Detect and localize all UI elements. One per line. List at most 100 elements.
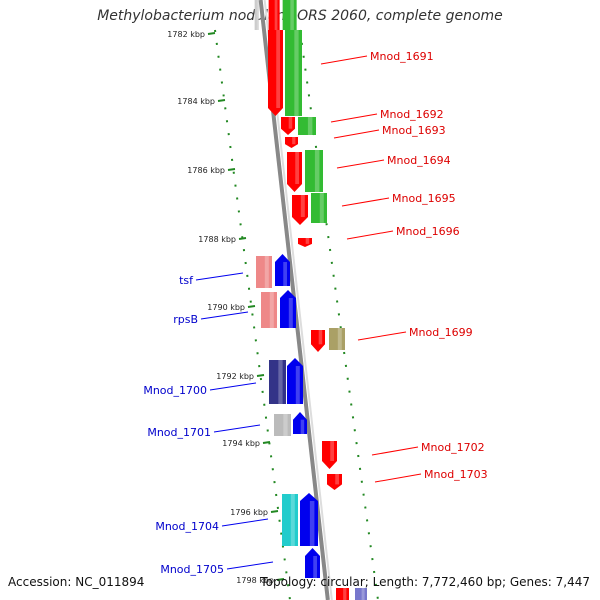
gene-label: Mnod_1693 [382,124,446,137]
gene-red-shade [274,0,278,30]
gene-label: tsf [179,274,194,287]
gene-red-shade [295,152,299,184]
gene-red [327,474,342,490]
gene-label: Mnod_1691 [370,50,434,63]
kbp-label: 1782 kbp [167,30,205,39]
kbp-label: 1796 kbp [230,508,268,517]
gene-label: Mnod_1692 [380,108,444,121]
gene-red [268,0,280,30]
gene-red-shade [305,238,310,244]
kbp-tick [276,578,285,581]
gene-pink [261,292,277,328]
gene-green-shade [294,30,299,116]
gene-red [298,238,312,247]
topology-label: Topology: circular; Length: 7,772,460 bp… [260,575,590,589]
gene-gray-shade [256,0,258,30]
gene-blue [287,358,303,404]
gene-cyan-shade [290,494,295,546]
gene-label: Mnod_1699 [409,326,473,339]
gene-blue [355,588,367,600]
gene-label-leader [213,424,261,433]
gene-red-shade [292,137,296,145]
gene-red [285,137,298,148]
gene-label-leader [336,159,385,169]
gene-red [268,30,283,116]
gene-blue-shade [283,262,287,286]
gene-label: Mnod_1702 [421,441,485,454]
gene-label-leader [320,55,368,65]
kbp-tick [207,32,216,35]
gene-label: Mnod_1700 [143,384,207,397]
gene-label: rpsB [173,313,198,326]
kbp-label: 1792 kbp [216,372,254,381]
gene-red [336,588,349,600]
gene-label-leader [371,446,419,456]
gene-green [311,193,327,223]
kbp-tick [227,168,236,171]
annotation-ruler-dots [299,29,379,600]
gene-green [285,30,302,116]
gene-olive-shade [337,328,342,350]
gene-red-shade [343,588,347,600]
gene-blue [305,548,320,578]
gene-navy-shade [278,360,283,404]
gene-red [322,441,337,469]
accession-label: Accession: NC_011894 [8,575,145,589]
gene-label: Mnod_1696 [396,225,460,238]
kbp-label: 1784 kbp [177,97,215,106]
kbp-label: 1788 kbp [198,235,236,244]
gene-pink-shade [264,256,269,288]
gene-green-shade [319,193,324,223]
gene-label-leader [226,561,274,570]
gene-green-shade [290,0,294,30]
gene-navy [269,360,286,404]
gene-label-leader [341,197,390,207]
gene-green-shade [314,150,320,192]
gene-red-shade [335,474,339,485]
kbp-tick [217,99,226,102]
gene-gray [254,0,259,30]
gene-label: Mnod_1694 [387,154,451,167]
gene-label-leader [221,518,269,527]
map-title: Methylobacterium nodulans ORS 2060, comp… [97,8,503,24]
gene-red-shade [276,30,280,108]
kbp-tick [247,305,256,308]
gene-label: Mnod_1703 [424,468,488,481]
gene-gray [274,414,291,436]
scale-ruler-dots [214,29,291,600]
gene-blue-shade [288,298,293,328]
gene-blue-shade [361,588,365,600]
kbp-label: 1794 kbp [222,439,260,448]
gene-red-shade [300,195,305,217]
gene-blue-shade [300,419,305,434]
gene-blue [280,290,296,328]
gene-red [287,152,302,192]
gene-red [311,330,325,352]
gene-green [282,0,297,30]
gene-label-leader [195,272,244,281]
gene-blue [293,412,307,434]
gene-pink [256,256,272,288]
kbp-tick [256,374,265,377]
gene-label: Mnod_1695 [392,192,456,205]
gene-label-leader [346,230,394,240]
gene-red-shade [318,330,323,345]
gene-label: Mnod_1705 [160,563,224,576]
kbp-label: 1786 kbp [187,166,225,175]
gene-label: Mnod_1701 [147,426,211,439]
gene-label-leader [200,311,249,320]
kbp-tick [270,510,279,513]
kbp-tick [262,441,271,444]
gene-pink-shade [269,292,274,328]
gene-label-leader [209,382,257,391]
gene-label-leader [330,113,378,123]
gene-red-shade [330,441,334,461]
gene-label-leader [374,473,422,483]
gene-blue-shade [295,366,300,404]
gene-red-shade [288,117,293,129]
kbp-label: 1790 kbp [207,303,245,312]
gene-olive [329,328,345,350]
gene-green-shade [307,117,313,135]
gene-red [292,195,308,225]
